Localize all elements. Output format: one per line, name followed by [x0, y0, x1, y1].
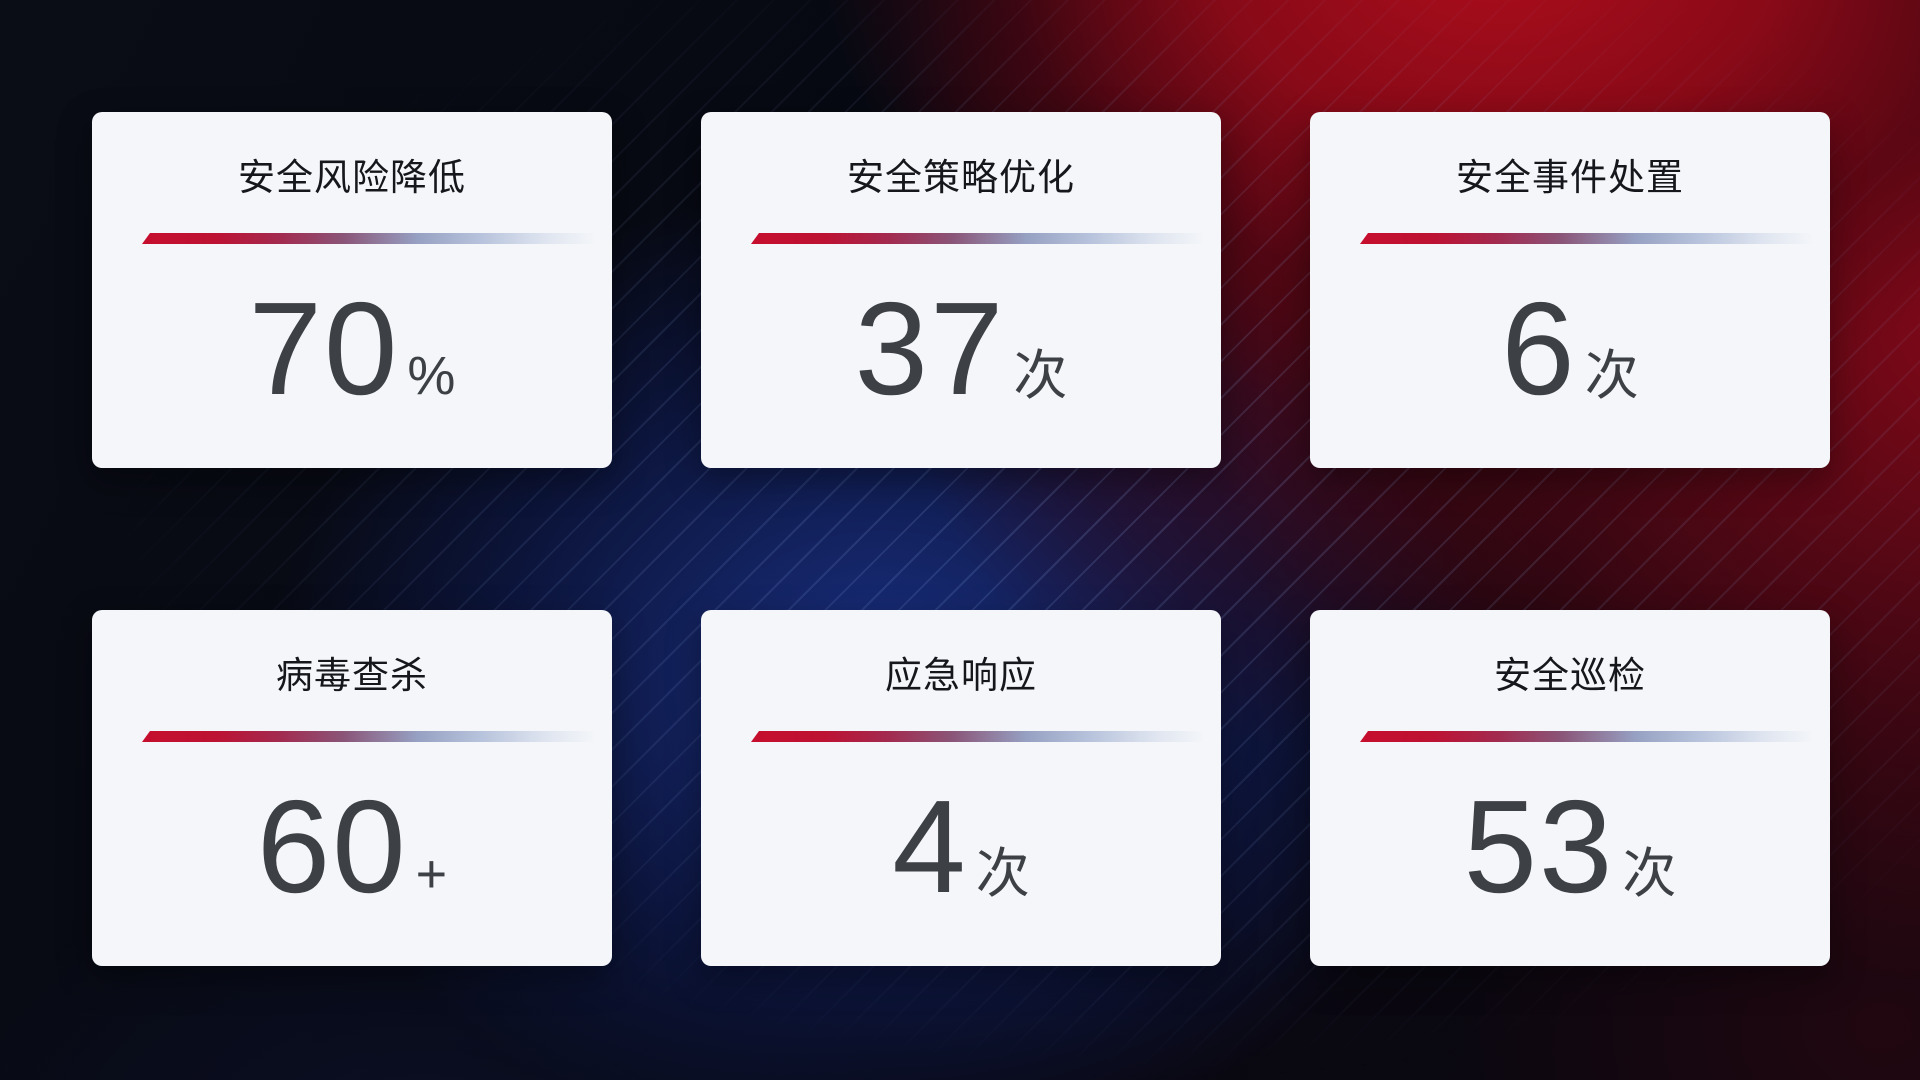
card-value-row: 70 % — [92, 244, 612, 468]
gradient-divider — [1360, 731, 1818, 742]
gradient-divider — [751, 233, 1209, 244]
stat-card-security-policy-optimization: 安全策略优化 37 次 — [701, 112, 1221, 468]
stat-number: 6 — [1501, 275, 1577, 422]
card-value-row: 6 次 — [1310, 244, 1830, 468]
card-title: 应急响应 — [885, 655, 1037, 696]
card-title: 安全巡检 — [1494, 655, 1646, 696]
stat-card-security-inspection: 安全巡检 53 次 — [1310, 610, 1830, 966]
stat-unit: % — [407, 346, 456, 406]
gradient-divider — [1360, 233, 1818, 244]
gradient-divider — [142, 233, 600, 244]
card-value-row: 37 次 — [701, 244, 1221, 468]
stat-card-security-risk-reduction: 安全风险降低 70 % — [92, 112, 612, 468]
gradient-divider — [751, 731, 1209, 742]
stat-unit: 次 — [1013, 346, 1068, 406]
card-value: 4 次 — [892, 781, 1029, 913]
card-title: 安全事件处置 — [1456, 157, 1684, 198]
stat-card-security-incident-handling: 安全事件处置 6 次 — [1310, 112, 1830, 468]
stat-number: 53 — [1463, 773, 1615, 920]
card-title: 病毒查杀 — [276, 655, 428, 696]
stat-number: 37 — [854, 275, 1006, 422]
stat-unit: 次 — [1584, 346, 1639, 406]
stat-number: 60 — [256, 773, 408, 920]
card-title: 安全风险降低 — [238, 157, 466, 198]
card-value-row: 53 次 — [1310, 742, 1830, 966]
card-value: 60 + — [257, 781, 447, 913]
card-value-row: 4 次 — [701, 742, 1221, 966]
stat-card-virus-scan: 病毒查杀 60 + — [92, 610, 612, 966]
stat-unit: + — [415, 844, 448, 904]
card-title: 安全策略优化 — [847, 157, 1075, 198]
card-value: 53 次 — [1464, 781, 1677, 913]
card-value: 37 次 — [855, 283, 1068, 415]
stat-number: 70 — [248, 275, 400, 422]
stat-unit: 次 — [1622, 844, 1677, 904]
gradient-divider — [142, 731, 600, 742]
stat-number: 4 — [892, 773, 968, 920]
card-value-row: 60 + — [92, 742, 612, 966]
stat-unit: 次 — [975, 844, 1030, 904]
card-value: 6 次 — [1501, 283, 1638, 415]
stat-card-emergency-response: 应急响应 4 次 — [701, 610, 1221, 966]
card-value: 70 % — [249, 283, 456, 415]
